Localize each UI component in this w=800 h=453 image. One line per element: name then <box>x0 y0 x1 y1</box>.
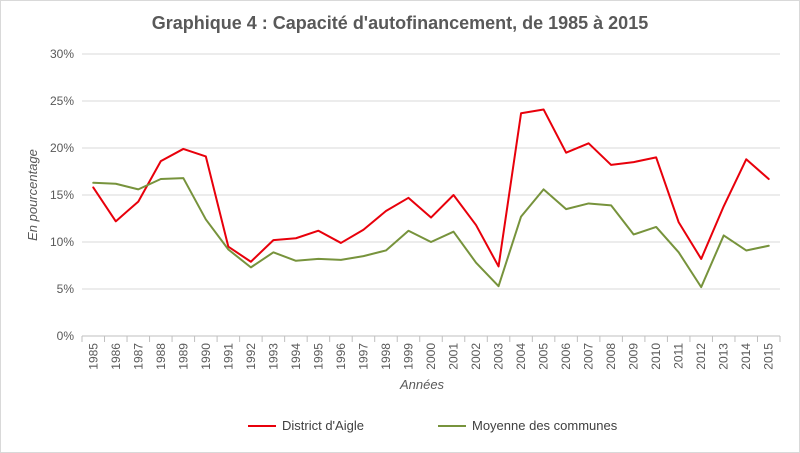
x-axis-title: Années <box>399 377 445 392</box>
legend-label: Moyenne des communes <box>472 418 618 433</box>
x-tick-label: 2013 <box>717 343 731 370</box>
x-tick-label: 2009 <box>627 343 641 370</box>
y-axis-title: En pourcentage <box>25 149 40 241</box>
series-line <box>92 108 770 268</box>
series-lines <box>92 108 770 289</box>
x-tick-label: 1992 <box>244 343 258 370</box>
y-tick-label: 0% <box>57 329 75 343</box>
x-tick-label: 1997 <box>356 343 370 370</box>
x-tick-label: 1998 <box>379 343 393 370</box>
x-tick-label: 1999 <box>401 343 415 370</box>
x-tick-label: 2007 <box>582 343 596 370</box>
y-tick-label: 15% <box>50 188 74 202</box>
x-tick-label: 1988 <box>154 343 168 370</box>
gridlines <box>82 53 780 290</box>
x-tick-label: 2014 <box>739 343 753 370</box>
x-tick-label: 2008 <box>604 343 618 370</box>
y-tick-label: 5% <box>57 282 75 296</box>
x-tick-label: 2002 <box>469 343 483 370</box>
legend-label: District d'Aigle <box>282 418 364 433</box>
y-tick-label: 30% <box>50 47 74 61</box>
x-tick-label: 1993 <box>266 343 280 370</box>
x-tick-label: 1989 <box>176 343 190 370</box>
x-tick-label: 1987 <box>131 343 145 370</box>
y-axis-ticks: 0% 5% 10% 15% 20% 25% 30% <box>50 47 74 343</box>
x-tick-label: 1995 <box>311 343 325 370</box>
chart-title: Graphique 4 : Capacité d'autofinancement… <box>152 13 648 33</box>
x-tick-label: 1991 <box>221 343 235 370</box>
x-tick-label: 1990 <box>199 343 213 370</box>
y-tick-label: 25% <box>50 94 74 108</box>
y-tick-label: 20% <box>50 141 74 155</box>
x-axis: 1985 1986 1987 1988 1989 1990 1991 1992 1993 1994… <box>81 335 781 370</box>
x-tick-label: 2015 <box>762 343 776 370</box>
x-tick-label: 2000 <box>424 343 438 370</box>
x-tick-label: 2003 <box>492 343 506 370</box>
series-line <box>92 177 770 289</box>
y-tick-label: 10% <box>50 235 74 249</box>
x-tick-label: 1996 <box>334 343 348 370</box>
legend: District d'Aigle Moyenne des communes <box>248 418 618 433</box>
x-tick-label: 2005 <box>537 343 551 370</box>
x-tick-label: 2006 <box>559 343 573 370</box>
x-tick-label: 1986 <box>109 343 123 370</box>
x-tick-label: 2012 <box>694 343 708 370</box>
x-tick-label: 1985 <box>86 343 100 370</box>
x-tick-label: 1994 <box>289 343 303 370</box>
x-tick-label: 2004 <box>514 343 528 370</box>
x-tick-label: 2001 <box>447 343 461 370</box>
x-tick-label: 2011 <box>672 343 686 369</box>
x-tick-label: 2010 <box>649 343 663 370</box>
